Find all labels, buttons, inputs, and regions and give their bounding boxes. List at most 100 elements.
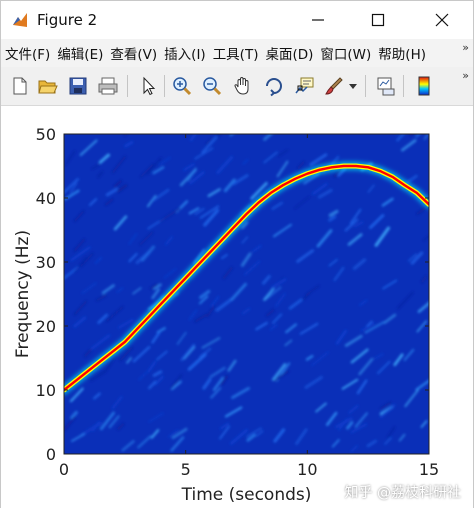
close-button[interactable] xyxy=(419,1,465,39)
watermark-text: 知乎 @荔枝科研社 xyxy=(344,485,461,501)
noise-streak xyxy=(121,440,135,452)
noise-streak xyxy=(89,369,107,382)
noise-streak xyxy=(379,403,396,419)
noise-streak xyxy=(152,370,163,377)
figure-canvas: 0 5 10 15 0 10 20 30 40 50 Time (seconds) Frequency… xyxy=(1,106,473,508)
noise-streak xyxy=(325,411,338,426)
noise-streak xyxy=(163,267,177,279)
menu-desktop[interactable]: 桌面(D) xyxy=(265,47,314,63)
noise-streak xyxy=(309,153,328,166)
noise-streak xyxy=(232,174,249,186)
noise-streak xyxy=(216,155,234,175)
noise-streak xyxy=(188,207,200,215)
noise-streak xyxy=(316,229,333,248)
noise-streak xyxy=(271,313,283,325)
link-plot-button[interactable] xyxy=(373,73,399,99)
print-icon xyxy=(98,77,118,95)
noise-streak xyxy=(132,287,142,295)
menu-help[interactable]: 帮助(H) xyxy=(378,47,426,63)
noise-streak xyxy=(70,411,78,420)
noise-streak xyxy=(189,171,205,185)
zoom-in-button[interactable] xyxy=(169,73,195,99)
brush-dropdown-button[interactable] xyxy=(347,73,359,99)
noise-streak xyxy=(396,291,414,310)
menu-window[interactable]: 窗口(W) xyxy=(320,47,372,63)
noise-streak xyxy=(69,182,78,194)
noise-streak xyxy=(64,416,76,432)
zoom-out-icon xyxy=(203,77,222,96)
title-bar[interactable]: Figure 2 xyxy=(1,1,473,39)
noise-streak xyxy=(111,155,127,174)
menu-tools[interactable]: 工具(T) xyxy=(212,47,259,63)
noise-streak xyxy=(417,301,429,314)
noise-streak xyxy=(64,150,76,166)
link-plot-icon xyxy=(377,77,395,96)
noise-streak xyxy=(415,379,429,391)
menu-edit[interactable]: 编辑(E) xyxy=(57,47,104,63)
noise-streak xyxy=(139,163,155,178)
noise-streak xyxy=(88,198,98,207)
pointer-button[interactable] xyxy=(135,73,161,99)
noise-streak xyxy=(276,160,289,178)
open-file-button[interactable] xyxy=(35,73,61,99)
noise-streak xyxy=(403,348,415,362)
noise-streak xyxy=(350,423,368,434)
noise-streak xyxy=(231,386,250,399)
noise-streak xyxy=(210,387,222,399)
noise-streak xyxy=(92,421,100,432)
noise-streak xyxy=(199,205,220,219)
noise-streak xyxy=(347,233,363,246)
y-tick-label: 30 xyxy=(36,253,56,272)
menu-overflow-chevron[interactable]: » xyxy=(462,41,469,54)
noise-streak xyxy=(96,170,104,179)
noise-streak xyxy=(328,215,337,222)
brush-button[interactable] xyxy=(321,73,347,99)
save-button[interactable] xyxy=(65,73,91,99)
noise-streak xyxy=(176,331,187,345)
noise-streak xyxy=(386,426,396,439)
pan-button[interactable] xyxy=(230,73,256,99)
menu-insert[interactable]: 插入(I) xyxy=(164,47,206,63)
noise-streak xyxy=(148,412,164,423)
maximize-button[interactable] xyxy=(355,1,401,39)
noise-streak xyxy=(255,430,264,437)
noise-streak xyxy=(138,231,154,246)
noise-streak xyxy=(312,182,328,195)
noise-streak xyxy=(183,163,195,172)
menu-view[interactable]: 查看(V) xyxy=(110,47,158,63)
noise-streak xyxy=(222,266,234,280)
noise-streak xyxy=(293,196,311,210)
noise-streak xyxy=(153,283,162,290)
noise-streak xyxy=(132,345,151,363)
spectrogram-plot[interactable]: 0 5 10 15 0 10 20 30 40 50 Time (seconds) Frequency… xyxy=(1,106,473,508)
noise-streak xyxy=(138,367,153,381)
data-cursor-button[interactable] xyxy=(291,73,317,99)
close-icon xyxy=(435,13,449,27)
noise-streak xyxy=(167,429,179,438)
noise-streak xyxy=(241,307,251,315)
y-axis-label: Frequency (Hz) xyxy=(13,230,33,358)
noise-streak xyxy=(219,425,230,440)
noise-streak xyxy=(209,366,226,379)
colorbar-button[interactable] xyxy=(411,73,437,99)
noise-streak xyxy=(128,253,138,263)
pointer-icon xyxy=(143,76,156,96)
noise-streak xyxy=(220,375,229,386)
noise-streak xyxy=(374,353,384,360)
rotate-3d-button[interactable] xyxy=(261,73,287,99)
noise-streak xyxy=(154,375,164,386)
toolbar-separator xyxy=(365,75,366,97)
noise-streak xyxy=(304,375,323,389)
noise-streak xyxy=(366,320,373,328)
y-tick-label: 20 xyxy=(36,317,56,336)
print-button[interactable] xyxy=(95,73,121,99)
noise-streak xyxy=(170,380,182,391)
noise-streak xyxy=(64,266,80,280)
minimize-button[interactable] xyxy=(295,1,341,39)
new-figure-button[interactable] xyxy=(7,73,33,99)
zoom-out-button[interactable] xyxy=(199,73,225,99)
zoom-in-icon xyxy=(173,77,192,96)
menu-file[interactable]: 文件(F) xyxy=(5,47,51,63)
toolbar-overflow-chevron[interactable]: » xyxy=(462,69,469,82)
noise-streak xyxy=(158,156,172,166)
